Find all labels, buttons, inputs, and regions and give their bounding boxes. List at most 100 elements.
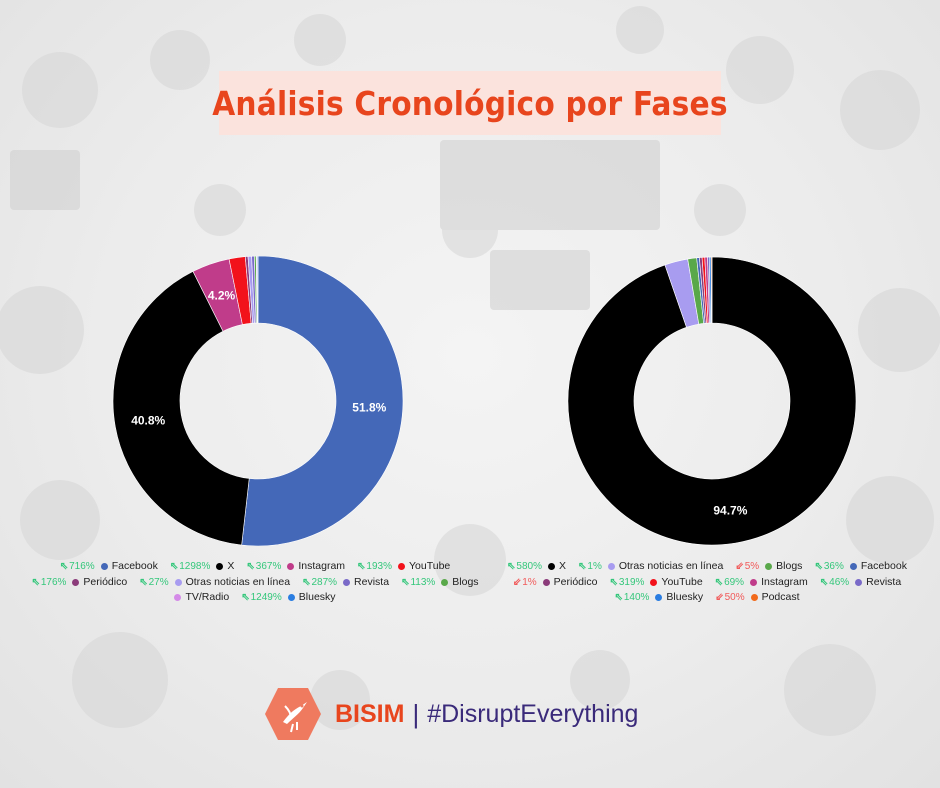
legend-label: Facebook (860, 560, 907, 572)
legend-item-revista: ⇖ 287% Revista (302, 575, 389, 591)
legend-item-x: ⇖ 1298% X (170, 559, 235, 575)
legend-swatch (855, 578, 863, 586)
legend-item-x: ⇖ 580% X (507, 559, 566, 575)
legend-change: 716% (69, 561, 95, 572)
legend-label: Otras noticias en línea (618, 560, 724, 572)
legend-item-youtube: ⇖ 193% YouTube (357, 559, 450, 575)
legend-swatch (441, 578, 449, 586)
arrow-up-left-icon: ⇖ (139, 576, 148, 588)
legend-swatch (547, 563, 555, 571)
legend-swatch (542, 578, 550, 586)
legend-label: X (558, 560, 566, 572)
arrow-up-left-icon: ⇖ (241, 592, 250, 603)
legend-label: Revista (866, 575, 902, 588)
legend-row: ⇖ 716% Facebook ⇖ 1298% X ⇖ 367% Instagram ⇖ 193% Y… (20, 559, 490, 575)
legend-change: 193% (366, 561, 392, 572)
legend-swatch (765, 563, 773, 571)
slice-label-x: 40.8% (131, 414, 165, 428)
legend-swatch (849, 563, 857, 571)
legend-swatch (607, 563, 615, 571)
arrow-up-left-icon: ⇖ (578, 561, 587, 572)
legend-swatch (174, 578, 182, 586)
legend-label: Blogs (452, 575, 479, 588)
legend-item-periodico: ⇙ 1% Periódico (513, 575, 598, 591)
legend-change: 50% (724, 592, 745, 603)
legend-row: ⇖ 176% Periódico ⇖ 27% Otras noticias en líne… (20, 575, 490, 591)
legend-change: 1298% (179, 561, 211, 572)
footer-hashtag: #DisruptEverything (427, 699, 639, 728)
legend-phase-2: ⇖ 580% X ⇖ 1% Otras noticias en línea ⇙ 5% Blogs… (482, 559, 932, 606)
legend-item-facebook: ⇖ 36% Facebook (814, 559, 907, 575)
arrow-up-left-icon: ⇖ (714, 576, 724, 588)
arrow-up-left-icon: ⇖ (302, 576, 311, 588)
hummingbird-hexagon-icon (265, 688, 321, 740)
page-title: Análisis Cronológico por Fases (212, 83, 728, 123)
title-banner: Análisis Cronológico por Fases (212, 71, 728, 135)
arrow-up-left-icon: ⇖ (614, 592, 623, 603)
footer-separator: | (412, 698, 420, 729)
legend-swatch (100, 563, 108, 571)
legend-swatch (655, 594, 663, 602)
legend-change: 113% (410, 576, 436, 588)
legend-label: Facebook (111, 560, 158, 572)
legend-change: 69% (724, 576, 745, 588)
legend-swatch (750, 578, 758, 586)
legend-change: 46% (829, 576, 850, 588)
legend-change: 140% (623, 592, 650, 603)
legend-label: Instagram (761, 575, 808, 588)
legend-change: 367% (255, 561, 282, 572)
legend-label: Podcast (761, 591, 800, 603)
legend-row: TV/Radio ⇖ 1249% Bluesky (20, 590, 490, 606)
legend-item-instagram: ⇖ 69% Instagram (715, 575, 808, 591)
legend-label: X (227, 560, 235, 572)
legend-label: Blogs (776, 560, 803, 572)
legend-label: Periódico (83, 575, 128, 588)
legend-swatch (287, 594, 295, 602)
arrow-down-left-icon: ⇙ (715, 592, 724, 603)
arrow-up-left-icon: ⇖ (31, 576, 40, 588)
legend-change: 176% (40, 576, 67, 588)
legend-swatch (287, 563, 295, 571)
slice-facebook (241, 256, 404, 546)
slice-label-facebook: 51.8% (352, 400, 386, 414)
legend-label: Instagram (298, 560, 346, 572)
legend-change: 1% (522, 576, 537, 588)
brand-name: BISIM (335, 699, 405, 728)
legend-row: ⇖ 580% X ⇖ 1% Otras noticias en línea ⇙ 5% Blogs… (482, 559, 932, 575)
slice-x (112, 270, 250, 546)
legend-item-bluesky: ⇖ 140% Bluesky (614, 590, 703, 606)
legend-label: Bluesky (298, 591, 336, 603)
legend-label: Otras noticias en línea (185, 575, 291, 588)
slice-x (567, 256, 857, 546)
legend-label: TV/Radio (185, 591, 230, 603)
legend-change: 287% (311, 576, 338, 588)
legend-row: ⇙ 1% Periódico ⇖ 319% YouTube ⇖ 69% Instagram ⇖ 46… (482, 575, 932, 591)
legend-item-periodico: ⇖ 176% Periódico (31, 575, 127, 591)
legend-label: YouTube (661, 575, 703, 588)
arrow-up-left-icon: ⇖ (609, 576, 618, 588)
legend-swatch (174, 594, 182, 602)
slice-label-instagram: 4.2% (208, 289, 236, 303)
legend-item-blogs: ⇖ 113% Blogs (401, 575, 479, 591)
arrow-up-left-icon: ⇖ (507, 561, 516, 572)
legend-label: Bluesky (666, 591, 704, 603)
arrow-up-left-icon: ⇖ (819, 576, 829, 588)
arrow-up-left-icon: ⇖ (357, 561, 366, 572)
slice-bluesky (256, 256, 259, 324)
legend-change: 1% (587, 561, 602, 572)
legend-change: 1249% (250, 592, 282, 603)
legend-swatch (216, 563, 224, 571)
arrow-up-left-icon: ⇖ (401, 576, 410, 588)
legend-swatch (72, 578, 80, 586)
legend-item-otras-noticias-en-linea: ⇖ 1% Otras noticias en línea (578, 559, 723, 575)
legend-swatch (343, 578, 351, 586)
legend-label: Periódico (553, 575, 598, 588)
legend-item-podcast: ⇙ 50% Podcast (715, 590, 799, 606)
legend-item-blogs: ⇙ 5% Blogs (735, 559, 802, 575)
donut-chart-phase-2: 94.7% (567, 256, 857, 546)
arrow-up-left-icon: ⇖ (59, 561, 69, 572)
legend-label: Revista (354, 575, 390, 588)
arrow-down-left-icon: ⇙ (735, 561, 744, 572)
legend-label: YouTube (409, 560, 451, 572)
legend-swatch (398, 563, 405, 571)
